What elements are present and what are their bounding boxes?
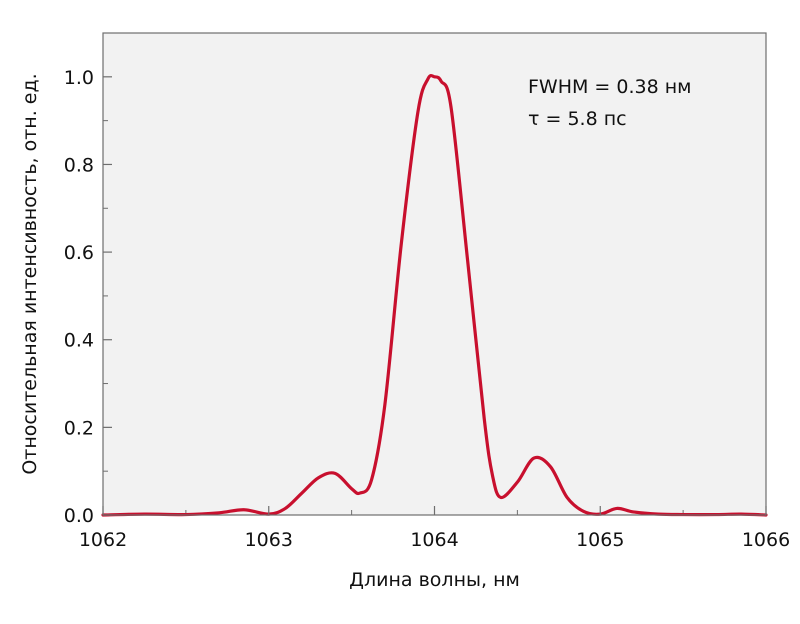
y-tick-label: 1.0 <box>64 67 94 89</box>
x-tick-label: 1066 <box>742 529 790 551</box>
x-axis-title: Длина волны, нм <box>349 569 520 591</box>
annotation-tau: τ = 5.8 пс <box>528 108 627 130</box>
x-tick-label: 1062 <box>79 529 127 551</box>
y-tick-label: 0.2 <box>64 417 94 439</box>
y-axis: 0.0 0.2 0.4 0.6 0.8 1.0 <box>64 67 112 527</box>
y-minor-ticks <box>103 120 108 472</box>
x-tick-label: 1065 <box>576 529 624 551</box>
plot-area <box>103 33 766 515</box>
x-axis: 1062 1063 1064 1065 1066 <box>79 506 790 551</box>
x-tick-label: 1063 <box>245 529 293 551</box>
y-axis-title: Относительная интенсивность, отн. ед. <box>19 73 41 474</box>
x-tick-label: 1064 <box>410 529 458 551</box>
annotation-fwhm: FWHM = 0.38 нм <box>528 76 692 98</box>
y-tick-label: 0.6 <box>64 242 94 264</box>
y-tick-label: 0.4 <box>64 330 94 352</box>
intensity-curve <box>101 73 768 517</box>
y-tick-label: 0.0 <box>64 505 94 527</box>
y-tick-label: 0.8 <box>64 154 94 176</box>
